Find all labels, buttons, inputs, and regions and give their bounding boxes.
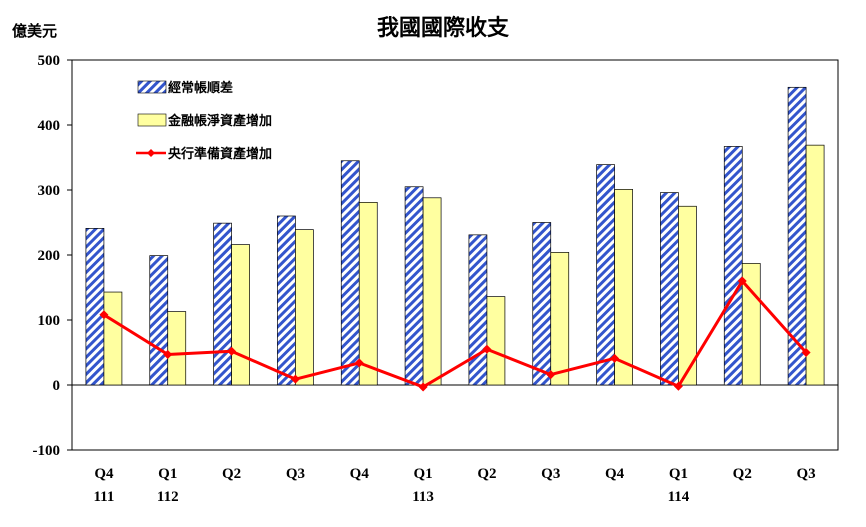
bar-financial-account bbox=[231, 244, 250, 386]
point-reserve-assets bbox=[546, 370, 556, 380]
point-reserve-assets bbox=[737, 276, 747, 286]
chart-title: 我國國際收支 bbox=[377, 15, 510, 41]
bar-financial-account bbox=[167, 311, 187, 386]
point-reserve-assets bbox=[354, 358, 364, 368]
point-reserve-assets bbox=[801, 348, 811, 357]
legend-label-current-account: 經常帳順差 bbox=[168, 80, 233, 96]
legend-swatch-financial-account bbox=[137, 113, 167, 127]
bar-current-account bbox=[596, 164, 615, 386]
x-tick-label-year: 111 bbox=[93, 489, 114, 505]
point-reserve-assets bbox=[290, 374, 300, 384]
x-tick-label-year: 113 bbox=[412, 489, 434, 505]
line-series-group bbox=[99, 276, 811, 392]
x-tick-label-year: 112 bbox=[157, 489, 179, 505]
bar-current-account bbox=[660, 192, 679, 386]
y-tick-label: -100 bbox=[33, 443, 61, 459]
bar-financial-account bbox=[358, 202, 378, 386]
legend-label-reserve-assets: 央行準備資產增加 bbox=[168, 146, 272, 162]
y-axis: 500 400 300 200 100 0 -100 bbox=[33, 53, 72, 459]
legend: 經常帳順差 金融帳淨資產增加 央行準備資產增加 bbox=[136, 80, 272, 162]
bar-current-account bbox=[85, 228, 105, 386]
x-tick-label-quarter: Q4 bbox=[605, 466, 625, 482]
bar-current-account bbox=[532, 222, 552, 386]
bar-current-account bbox=[404, 186, 424, 386]
x-tick-label-quarter: Q4 bbox=[94, 466, 114, 482]
x-tick-label-quarter: Q2 bbox=[222, 466, 241, 482]
y-tick-label: 200 bbox=[38, 248, 61, 264]
bar-financial-account bbox=[741, 263, 761, 386]
bar-financial-account bbox=[422, 197, 442, 386]
point-reserve-assets bbox=[610, 353, 620, 363]
line-reserve-assets bbox=[103, 279, 808, 389]
x-axis: Q4 111 Q1 112 Q2 Q3 Q4 Q1 113 Q2 Q3 Q4 Q1 114 Q2 Q3 bbox=[93, 466, 815, 505]
bar-current-account bbox=[723, 146, 743, 386]
point-reserve-assets bbox=[99, 310, 109, 320]
point-reserve-assets bbox=[482, 344, 492, 354]
point-reserve-assets bbox=[163, 349, 173, 359]
bar-financial-account bbox=[805, 144, 825, 386]
x-tick-label-quarter: Q1 bbox=[158, 466, 177, 482]
x-tick-label-quarter: Q3 bbox=[286, 466, 305, 482]
x-tick-label-year: 114 bbox=[668, 489, 690, 505]
y-axis-unit-label: 億美元 bbox=[12, 22, 57, 40]
bar-financial-account bbox=[614, 189, 633, 386]
bar-financial-account bbox=[678, 205, 697, 386]
point-reserve-assets bbox=[227, 346, 237, 356]
x-tick-label-quarter: Q1 bbox=[413, 466, 432, 482]
y-tick-label: 0 bbox=[53, 378, 61, 394]
point-reserve-assets bbox=[418, 382, 428, 392]
x-tick-label-quarter: Q4 bbox=[350, 466, 370, 482]
x-tick-label-quarter: Q2 bbox=[477, 466, 496, 482]
bar-financial-account bbox=[550, 252, 570, 386]
bar-current-account bbox=[468, 234, 488, 386]
bar-financial-account bbox=[486, 296, 506, 386]
bar-financial-account bbox=[103, 291, 123, 386]
x-tick-label-quarter: Q3 bbox=[541, 466, 560, 482]
x-tick-label-quarter: Q2 bbox=[733, 466, 752, 482]
legend-label-financial-account: 金融帳淨資產增加 bbox=[167, 113, 272, 129]
bar-current-account bbox=[340, 160, 360, 386]
bar-financial-account bbox=[295, 229, 314, 386]
bars-group bbox=[85, 86, 825, 386]
point-reserve-assets bbox=[673, 381, 683, 391]
bar-current-account bbox=[213, 222, 232, 386]
y-tick-label: 500 bbox=[38, 53, 61, 69]
x-tick-label-quarter: Q1 bbox=[669, 466, 688, 482]
bar-current-account bbox=[149, 255, 169, 386]
bar-current-account bbox=[277, 215, 296, 386]
y-tick-label: 400 bbox=[38, 118, 61, 134]
legend-marker-reserve-assets bbox=[147, 149, 155, 157]
y-tick-label: 100 bbox=[38, 313, 61, 329]
legend-swatch-current-account bbox=[137, 80, 167, 94]
y-tick-label: 300 bbox=[38, 183, 61, 199]
x-tick-label-quarter: Q3 bbox=[796, 466, 815, 482]
